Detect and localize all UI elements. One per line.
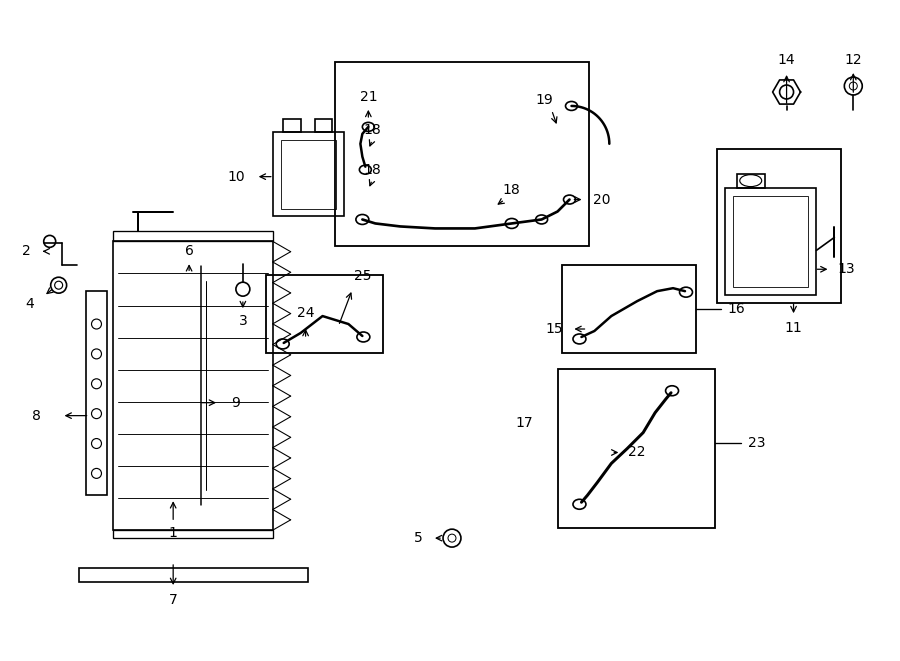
Text: 25: 25 (354, 269, 371, 283)
Bar (86, 291, 107, 495)
Bar (283, 119, 301, 132)
Text: 21: 21 (359, 90, 377, 104)
Text: 14: 14 (778, 53, 796, 67)
Bar (733, 196, 808, 287)
Text: 3: 3 (238, 314, 248, 328)
Text: 12: 12 (844, 53, 862, 67)
Bar (78, 568, 308, 582)
Bar (562, 265, 696, 353)
Bar (273, 132, 345, 217)
Bar (281, 140, 337, 208)
Text: 1: 1 (168, 526, 177, 540)
Text: 10: 10 (227, 170, 245, 184)
Text: 7: 7 (169, 593, 177, 607)
Bar (737, 174, 765, 188)
Bar (315, 119, 332, 132)
Text: 4: 4 (25, 297, 34, 311)
Text: 17: 17 (516, 416, 534, 430)
Bar (724, 188, 816, 295)
Text: 16: 16 (728, 302, 746, 316)
Text: 18: 18 (503, 182, 520, 196)
Text: 2: 2 (22, 245, 32, 258)
Text: 11: 11 (785, 321, 803, 335)
Text: 15: 15 (545, 322, 563, 336)
Text: 18: 18 (364, 123, 382, 137)
Text: 23: 23 (748, 436, 766, 449)
Text: 20: 20 (592, 192, 610, 206)
Text: 9: 9 (231, 396, 240, 410)
Text: 13: 13 (838, 262, 855, 276)
Text: 18: 18 (364, 163, 382, 176)
Bar (113, 241, 273, 530)
Text: 5: 5 (414, 531, 422, 545)
Bar (717, 149, 842, 303)
Text: 22: 22 (628, 446, 646, 459)
Bar (113, 530, 273, 538)
Text: 6: 6 (184, 245, 194, 258)
Text: 8: 8 (32, 408, 41, 422)
Bar (266, 275, 383, 353)
Bar (336, 62, 590, 247)
Text: 19: 19 (536, 93, 554, 107)
Bar (113, 231, 273, 241)
Bar (557, 369, 715, 528)
Text: 24: 24 (297, 306, 314, 320)
